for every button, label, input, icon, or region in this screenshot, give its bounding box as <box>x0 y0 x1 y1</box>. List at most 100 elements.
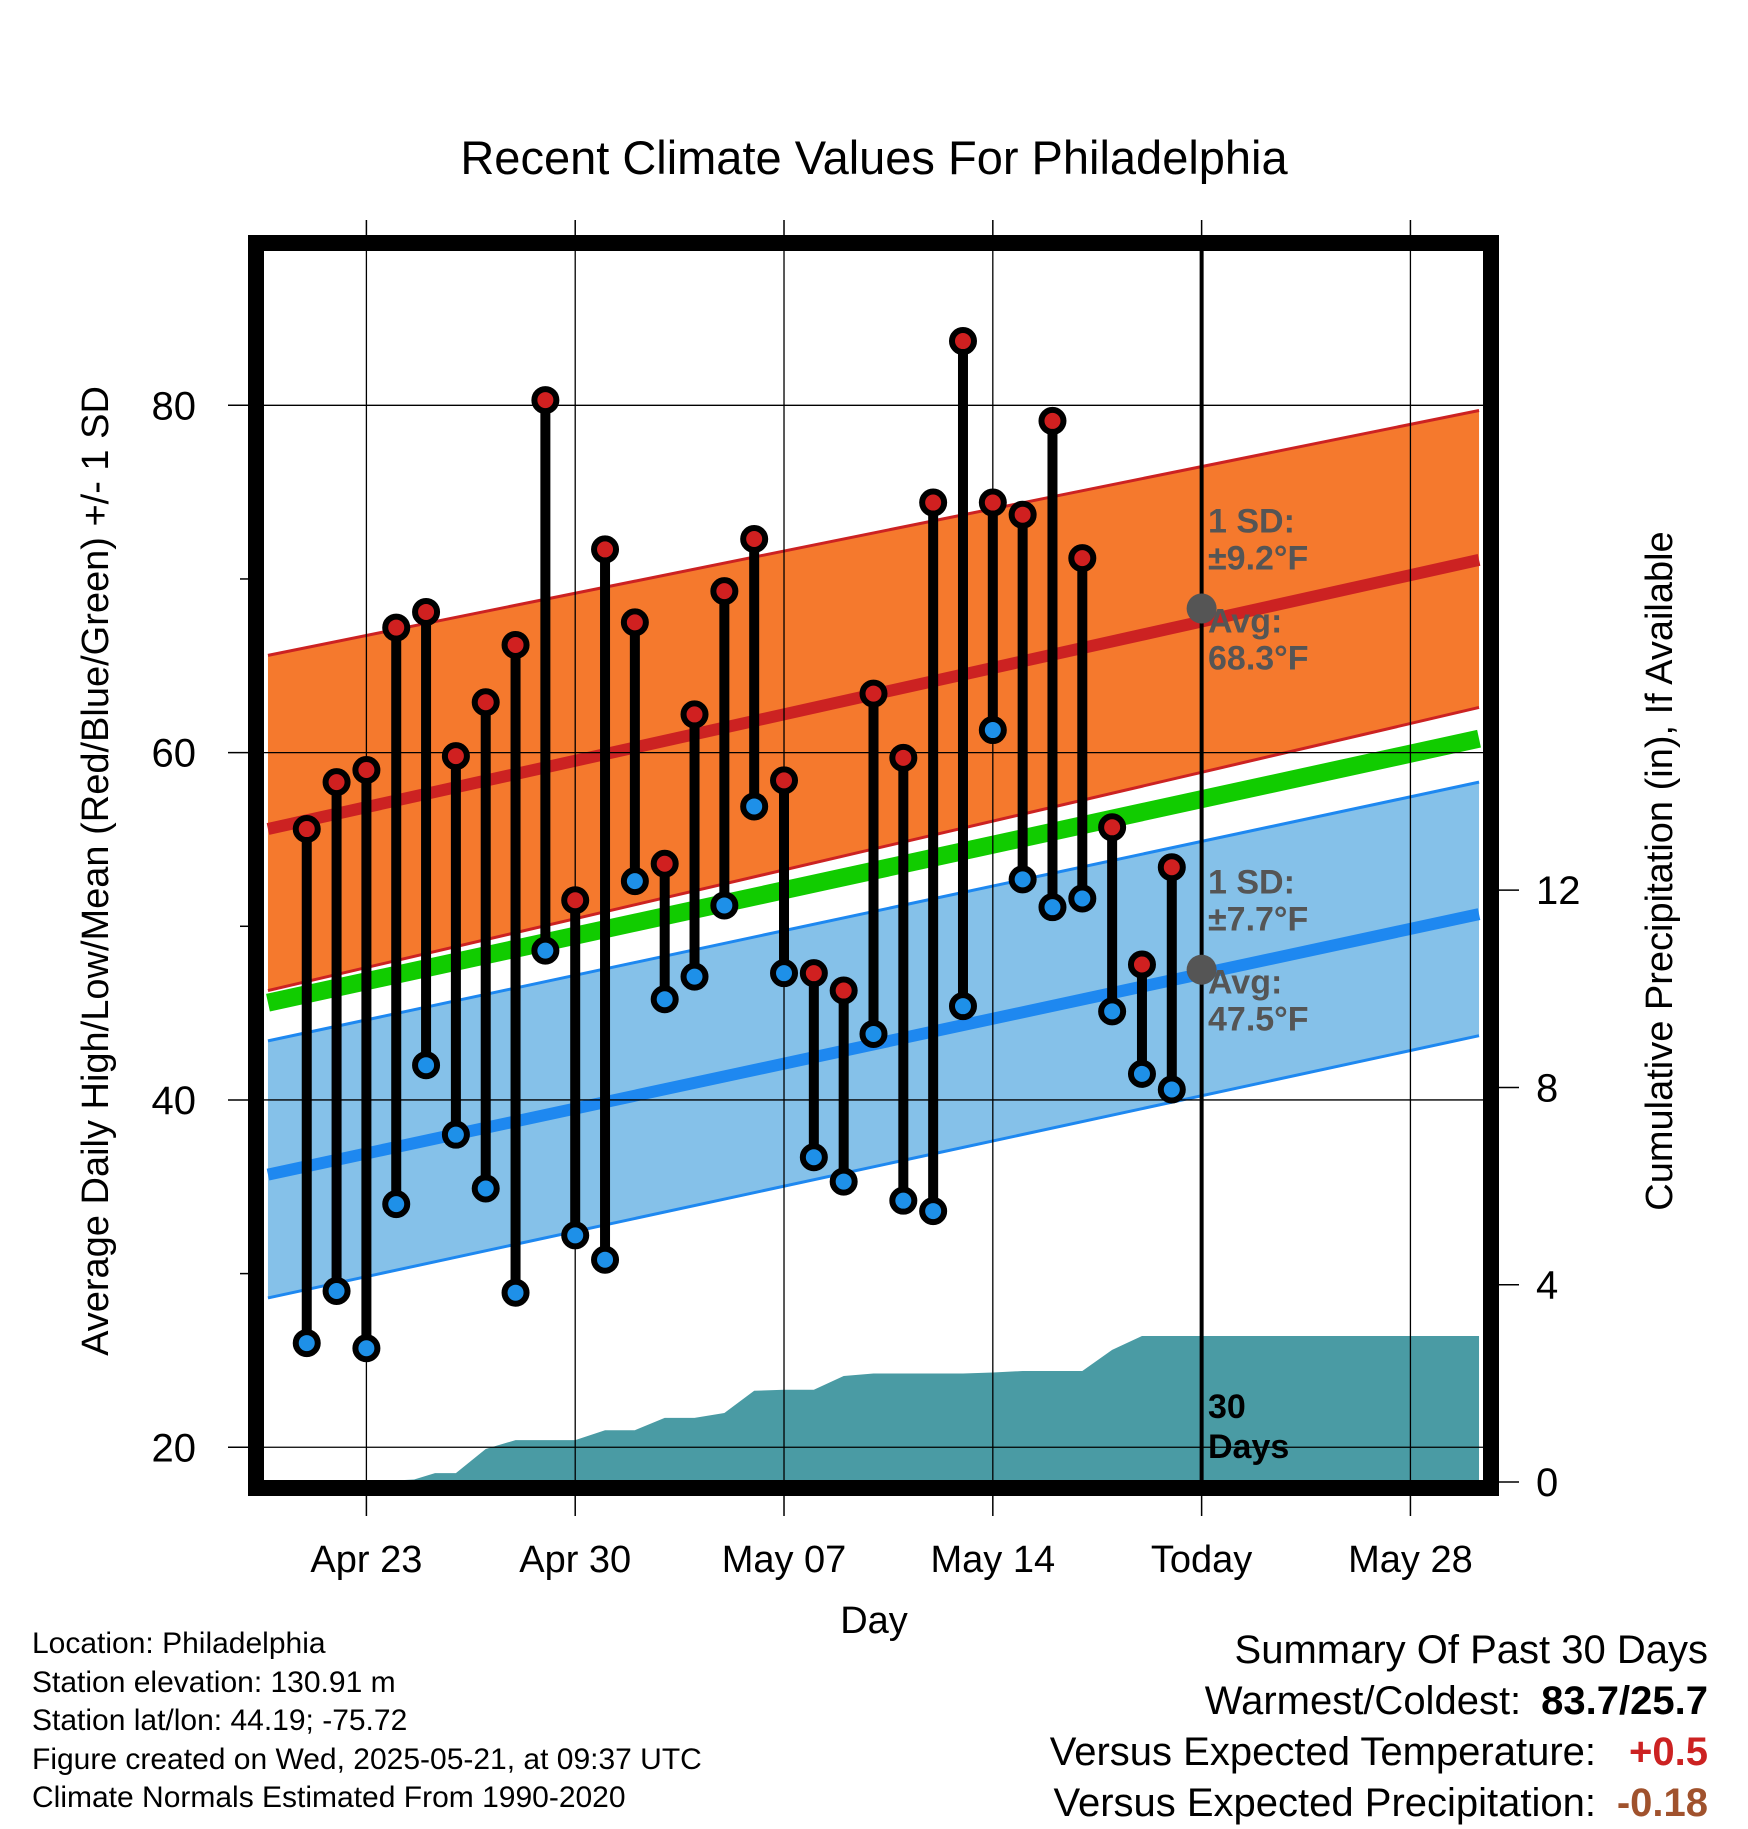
daily-low-point <box>1068 884 1097 913</box>
daily-low-point <box>948 992 977 1021</box>
daily-high-point <box>531 386 560 415</box>
daily-high-point <box>650 849 679 878</box>
daily-low-point <box>740 792 769 821</box>
daily-high-point <box>591 535 620 564</box>
daily-low-point <box>531 936 560 965</box>
today-avg-high-marker <box>1186 593 1217 624</box>
days-word-label: Days <box>1208 1428 1289 1466</box>
latlon-text: Station lat/lon: 44.19; -75.72 <box>32 1704 408 1738</box>
daily-low-point <box>680 962 709 991</box>
x-tick-label-2: May 07 <box>722 1539 847 1581</box>
low-avg-label: Avg: <box>1208 964 1282 1002</box>
daily-low-point <box>1038 893 1067 922</box>
temp-anomaly-label: Versus Expected Temperature: <box>1049 1730 1596 1774</box>
daily-low-point <box>501 1278 530 1307</box>
high-sd-value: ±9.2°F <box>1208 539 1308 577</box>
today-avg-low-marker <box>1186 954 1217 985</box>
daily-high-point <box>948 327 977 356</box>
normals-text: Climate Normals Estimated From 1990-2020 <box>32 1781 626 1815</box>
daily-high-point <box>1008 500 1037 529</box>
daily-high-point <box>501 630 530 659</box>
low-sd-value: ±7.7°F <box>1208 901 1308 939</box>
daily-high-point <box>889 743 918 772</box>
daily-low-point <box>352 1334 381 1363</box>
days-count-label: 30 <box>1208 1388 1246 1426</box>
daily-low-point <box>441 1120 470 1149</box>
daily-low-point <box>650 985 679 1014</box>
y2-axis-label: Cumulative Precipitation (in), If Availa… <box>1639 531 1681 1210</box>
daily-high-point <box>919 488 948 517</box>
daily-high-point <box>859 679 888 708</box>
y-tick-label-0: 20 <box>152 1426 197 1470</box>
warmest-coldest-label: Warmest/Coldest: <box>1204 1679 1522 1723</box>
daily-low-point <box>710 891 739 920</box>
precip-area <box>267 1336 1480 1482</box>
daily-low-point <box>829 1167 858 1196</box>
daily-high-point <box>799 959 828 988</box>
daily-low-point <box>859 1019 888 1048</box>
summary-warmest-coldest: Warmest/Coldest: 83.7/25.7 <box>1050 1676 1708 1727</box>
high-sd-upper-edge <box>267 409 1480 657</box>
daily-high-point <box>322 768 351 797</box>
daily-low-point <box>799 1143 828 1172</box>
daily-low-point <box>292 1329 321 1358</box>
high-avg-value: 68.3°F <box>1208 639 1309 677</box>
y-tick-label-3: 80 <box>152 384 197 428</box>
daily-low-point <box>919 1197 948 1226</box>
created-text: Figure created on Wed, 2025-05-21, at 09… <box>32 1742 702 1776</box>
daily-low-point <box>322 1276 351 1305</box>
x-axis-label: Day <box>840 1600 908 1642</box>
daily-low-point <box>889 1186 918 1215</box>
y-tick-label-2: 60 <box>152 732 197 776</box>
y2-tick-label-2: 8 <box>1536 1066 1558 1110</box>
daily-high-point <box>561 886 590 915</box>
daily-high-point <box>382 613 411 642</box>
daily-high-point <box>710 577 739 606</box>
low-sd-label: 1 SD: <box>1208 864 1295 902</box>
plot-frame <box>248 235 1499 1496</box>
daily-high-point <box>471 688 500 717</box>
daily-low-point <box>770 959 799 988</box>
daily-low-point <box>471 1174 500 1203</box>
daily-low-point <box>382 1190 411 1219</box>
daily-high-point <box>740 525 769 554</box>
daily-low-point <box>561 1221 590 1250</box>
y2-tick-label-0: 0 <box>1536 1461 1558 1505</box>
daily-high-point <box>352 755 381 784</box>
low-avg-value: 47.5°F <box>1208 1001 1309 1039</box>
x-tick-label-3: May 14 <box>931 1539 1056 1581</box>
daily-high-point <box>680 700 709 729</box>
daily-high-point <box>1068 544 1097 573</box>
x-tick-label-5: May 28 <box>1348 1539 1473 1581</box>
y-tick-label-1: 40 <box>152 1079 197 1123</box>
daily-low-point <box>1098 997 1127 1026</box>
daily-high-point <box>978 488 1007 517</box>
daily-high-point <box>829 976 858 1005</box>
x-tick-label-0: Apr 23 <box>310 1539 422 1581</box>
plot-content <box>262 249 1485 1482</box>
daily-low-point <box>1127 1059 1156 1088</box>
y2-tick-label-3: 12 <box>1536 869 1581 913</box>
daily-high-point <box>1127 950 1156 979</box>
high-avg-label: Avg: <box>1208 602 1282 640</box>
daily-low-point <box>1157 1075 1186 1104</box>
station-info: Location: Philadelphia Station elevation… <box>32 1625 702 1818</box>
daily-high-point <box>1157 853 1186 882</box>
daily-high-point <box>412 597 441 626</box>
daily-high-point <box>292 815 321 844</box>
precip-anomaly-value: -0.18 <box>1616 1781 1708 1825</box>
summary-temp: Versus Expected Temperature: +0.5 <box>1050 1727 1708 1778</box>
high-sd-label: 1 SD: <box>1208 502 1295 540</box>
x-tick-label-4: Today <box>1151 1539 1252 1581</box>
daily-low-point <box>1008 865 1037 894</box>
daily-high-point <box>620 608 649 637</box>
daily-high-point <box>770 766 799 795</box>
y2-tick-label-1: 4 <box>1536 1264 1558 1308</box>
precip-anomaly-label: Versus Expected Precipitation: <box>1053 1781 1596 1825</box>
daily-low-point <box>591 1245 620 1274</box>
y-axis-label: Average Daily High/Low/Mean (Red/Blue/Gr… <box>75 386 117 1356</box>
warmest-coldest-value: 83.7/25.7 <box>1541 1679 1708 1723</box>
daily-low-point <box>978 716 1007 745</box>
